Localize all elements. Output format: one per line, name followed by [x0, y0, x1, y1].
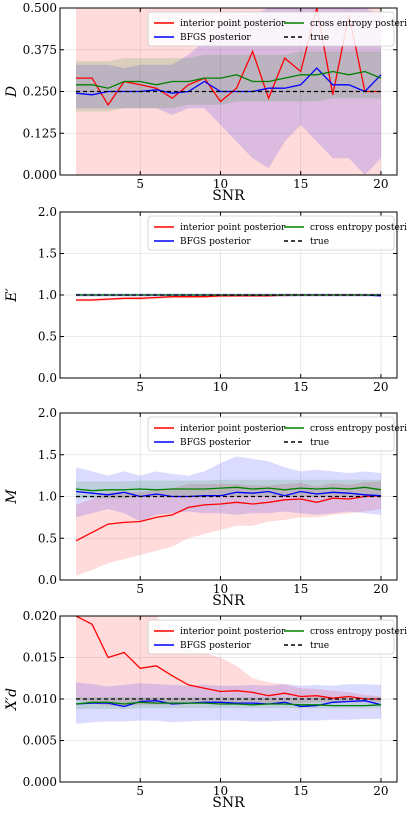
y-axis-label: X′d [4, 688, 20, 711]
y-tick-label: 1.5 [38, 448, 57, 462]
x-tick-label: 5 [136, 177, 144, 191]
x-tick-label: 5 [136, 380, 144, 394]
y-tick-label: 0.125 [23, 126, 57, 140]
legend-label: true [310, 237, 329, 247]
y-tick-label: 1.0 [38, 288, 57, 302]
plot-area [75, 8, 382, 175]
y-tick-label: 1.0 [38, 490, 57, 504]
series-line-cross-entropy-posterior [75, 701, 382, 707]
y-tick-label: 0.0 [38, 573, 57, 587]
x-tick-label: 10 [213, 582, 228, 596]
legend-label: true [310, 33, 329, 43]
band-BFGS-posterior [76, 456, 381, 522]
legend-label: BFGS posterior [180, 641, 251, 651]
y-tick-label: 0.000 [23, 775, 57, 789]
legend-label: interior point posterior [180, 19, 286, 29]
y-tick-label: 2.0 [38, 205, 57, 219]
x-tick-label: 10 [213, 784, 228, 798]
x-tick-label: 15 [293, 177, 308, 191]
legend-label: interior point posterior [180, 424, 286, 434]
y-tick-label: 0.010 [23, 692, 57, 706]
legend-label: interior point posterior [180, 627, 286, 637]
panel-4: 0.000 0.005 0.010 0.015 0.020 5 10 15 20 SNR X′d in… [4, 609, 407, 811]
legend-label: true [310, 641, 329, 651]
y-tick-label: 0.005 [23, 734, 57, 748]
x-tick-label: 5 [136, 784, 144, 798]
x-tick-label: 15 [293, 582, 308, 596]
y-tick-label: 0.250 [23, 85, 57, 99]
legend-label: cross entropy posterior [310, 424, 407, 434]
x-tick-label: 20 [373, 177, 388, 191]
legend-label: BFGS posterior [180, 237, 251, 247]
x-axis-label: SNR [212, 795, 245, 811]
x-tick-label: 20 [373, 784, 388, 798]
y-tick-label: 1.5 [38, 247, 57, 261]
series-line-interior-point-posterior [75, 616, 381, 700]
legend-box [147, 416, 395, 452]
x-tick-label: 15 [293, 784, 308, 798]
y-tick-label: 2.0 [38, 406, 57, 420]
legend-label: BFGS posterior [180, 438, 251, 448]
series-line-BFGS-posterior [75, 700, 382, 708]
y-tick-label: 0.015 [23, 651, 57, 665]
y-tick-label: 0.5 [38, 531, 57, 545]
legend-label: cross entropy posterior [310, 223, 407, 233]
legend-box [147, 11, 395, 47]
y-axis-label: E′ [4, 287, 20, 302]
legend-label: interior point posterior [180, 223, 286, 233]
y-tick-label: 0.020 [23, 609, 57, 623]
panel-2: 0.0 0.5 1.0 1.5 2.0 5 10 15 20 E′ interior point p… [4, 205, 407, 394]
y-tick-label: 0.500 [23, 1, 57, 15]
series-line-BFGS-posterior [75, 490, 382, 498]
y-tick-label: 0.375 [23, 43, 57, 57]
legend-label: true [310, 438, 329, 448]
x-tick-label: 10 [213, 177, 228, 191]
legend-label: BFGS posterior [180, 33, 251, 43]
x-tick-label: 5 [136, 582, 144, 596]
x-tick-label: 10 [213, 380, 228, 394]
panel-1: 0.000 0.125 0.250 0.375 0.500 5 10 15 20 SNR Dinte… [4, 1, 407, 204]
legend-box [147, 215, 395, 251]
legend-label: cross entropy posterior [310, 627, 407, 637]
legend-label: cross entropy posterior [310, 19, 407, 29]
y-tick-label: 0.0 [38, 371, 57, 385]
plot-area [75, 456, 382, 576]
x-tick-label: 15 [293, 380, 308, 394]
band-cross-entropy-posterior [76, 479, 381, 499]
plot-area [76, 293, 382, 302]
x-axis-label: SNR [212, 593, 245, 609]
legend-box [147, 619, 395, 655]
band-cross-entropy-posterior [76, 51, 381, 112]
x-tick-label: 20 [373, 380, 388, 394]
y-axis-label: D [4, 86, 20, 98]
series-line-cross-entropy-posterior [76, 70, 382, 89]
series-line-cross-entropy-posterior [75, 486, 382, 492]
x-axis-label: SNR [212, 188, 245, 204]
y-axis-label: M [4, 489, 20, 505]
y-tick-label: 0.5 [38, 330, 57, 344]
series-line-interior-point-posterior [75, 495, 382, 542]
x-tick-label: 20 [373, 582, 388, 596]
band-interior-point-posterior [76, 481, 381, 576]
y-tick-label: 0.000 [23, 168, 57, 182]
